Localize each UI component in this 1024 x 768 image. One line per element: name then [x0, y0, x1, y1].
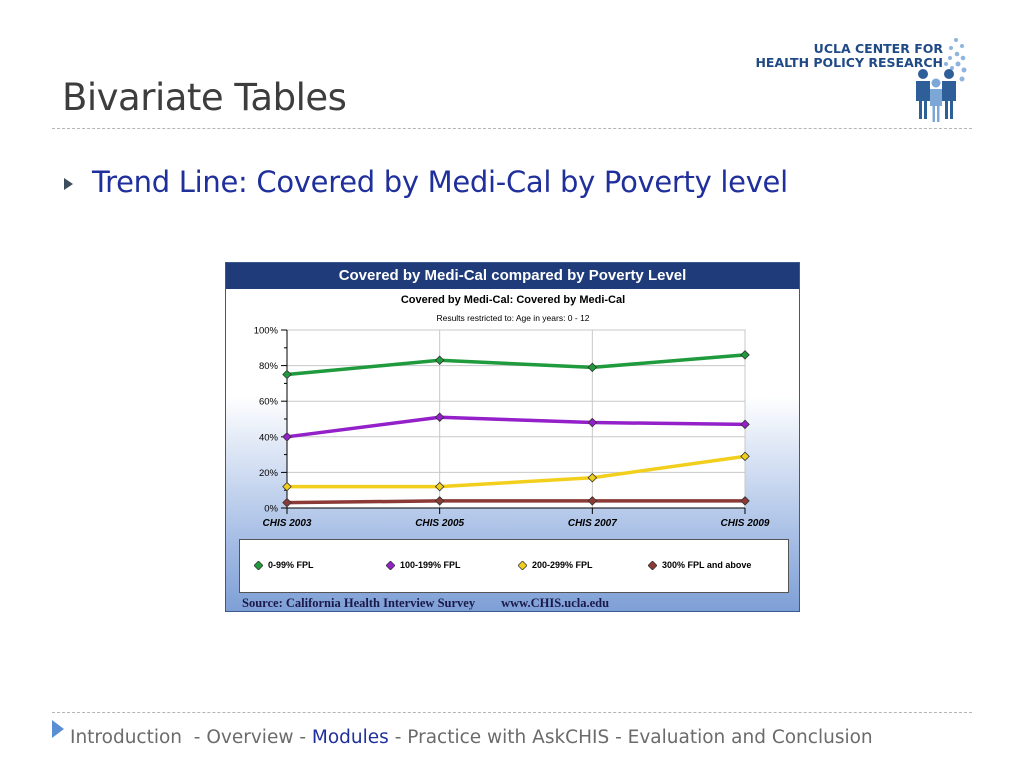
footer-link-modules[interactable]: Modules: [311, 727, 389, 748]
series-point-2: [434, 412, 445, 422]
legend-label: 200-299% FPL: [532, 560, 593, 570]
series-point-4: [434, 496, 445, 506]
series-line-1: [286, 353, 746, 377]
people-icon: [916, 38, 967, 122]
y-tick-label: 100%: [254, 326, 279, 337]
legend-item: 300% FPL and above: [647, 560, 752, 571]
series-point-3: [740, 451, 750, 462]
series-line-4: [286, 499, 745, 505]
legend-item: 0-99% FPL: [253, 560, 314, 571]
footer-link-introduction[interactable]: Introduction: [70, 727, 183, 748]
series-point-3: [282, 481, 292, 492]
chart-subtitle: Results restricted to: Age in years: 0 -…: [436, 313, 589, 323]
legend-item: 200-299% FPL: [517, 560, 593, 571]
series-point-1: [587, 362, 598, 373]
chart-title: Covered by Medi-Cal: Covered by Medi-Cal: [401, 294, 625, 306]
chart-banner: Covered by Medi-Cal compared by Poverty …: [226, 263, 799, 289]
logo-line-2: HEALTH POLICY RESEARCH: [755, 55, 943, 70]
footer-separator: -: [182, 727, 207, 748]
bullet-icon: [64, 178, 73, 190]
logo: UCLA CENTER FOR HEALTH POLICY RESEARCH: [745, 34, 975, 124]
series-point-4: [740, 496, 750, 506]
series-point-3: [587, 472, 598, 483]
footer-divider: [52, 712, 972, 713]
title-divider: [52, 128, 972, 129]
x-tick-label: CHIS 2007: [568, 518, 617, 529]
series-point-1: [282, 369, 292, 380]
chart-svg: Covered by Medi-Cal: Covered by Medi-Cal…: [254, 294, 770, 529]
source-url[interactable]: www.CHIS.ucla.edu: [501, 596, 610, 610]
series-line-3: [287, 454, 746, 489]
legend-marker-icon: [517, 560, 528, 571]
footer-link-evaluation-and-conclusion[interactable]: Evaluation and Conclusion: [627, 727, 873, 748]
logo-line-1: UCLA CENTER FOR: [813, 41, 943, 56]
source-text: Source: California Health Interview Surv…: [242, 596, 476, 610]
y-tick-label: 20%: [259, 468, 279, 479]
x-tick-label: CHIS 2005: [415, 518, 464, 529]
series-point-3: [434, 481, 445, 492]
footer-separator: -: [609, 727, 628, 748]
y-tick-label: 60%: [259, 397, 279, 408]
legend-item: 100-199% FPL: [385, 560, 461, 571]
bullet-text: Trend Line: Covered by Medi-Cal by Pover…: [92, 165, 788, 199]
series-point-2: [282, 432, 292, 442]
series-point-2: [587, 417, 598, 428]
legend-box: 0-99% FPL 100-199% FPL 200-299% FPL 300% FP…: [239, 539, 789, 593]
legend-marker-icon: [385, 560, 396, 571]
footer-separator: -: [293, 727, 312, 748]
x-tick-label: CHIS 2009: [721, 518, 770, 529]
footer-arrow-icon: [52, 720, 64, 738]
chart-frame: Covered by Medi-Cal compared by Poverty …: [225, 262, 800, 612]
series-point-2: [740, 419, 750, 430]
series-line-2: [286, 415, 746, 439]
legend-marker-icon: [647, 560, 658, 571]
legend-label: 100-199% FPL: [400, 560, 461, 570]
footer-nav: Introduction - Overview - Modules - Prac…: [70, 727, 873, 748]
series-point-1: [434, 355, 445, 366]
legend-label: 300% FPL and above: [662, 560, 752, 570]
legend-label: 0-99% FPL: [268, 560, 314, 570]
legend-marker-icon: [253, 560, 264, 571]
series-point-4: [282, 497, 292, 508]
y-tick-label: 40%: [259, 432, 279, 443]
footer-separator: -: [388, 727, 408, 748]
chart-source: Source: California Health Interview Surv…: [242, 596, 609, 611]
x-tick-label: CHIS 2003: [263, 518, 312, 529]
footer-link-practice-with-askchis[interactable]: Practice with AskCHIS: [407, 727, 610, 748]
footer-link-overview[interactable]: Overview: [206, 727, 294, 748]
y-tick-label: 0%: [264, 504, 278, 515]
series-point-1: [740, 350, 750, 360]
series-point-4: [587, 496, 598, 506]
y-tick-label: 80%: [259, 361, 279, 372]
slide-title: Bivariate Tables: [62, 76, 347, 119]
